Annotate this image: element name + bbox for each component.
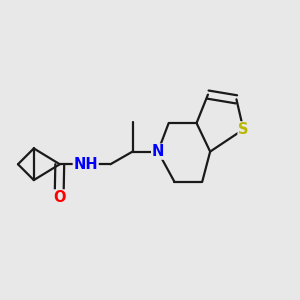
- Text: O: O: [53, 190, 65, 205]
- Text: NH: NH: [74, 157, 98, 172]
- Text: S: S: [238, 122, 249, 137]
- Text: N: N: [152, 144, 164, 159]
